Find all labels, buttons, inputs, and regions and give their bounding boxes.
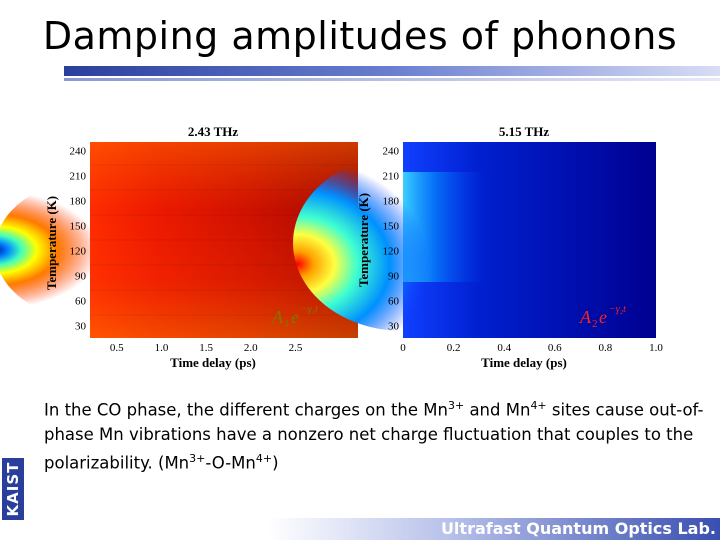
left-x-tick-label: 2.0 [244,342,258,354]
left-x-tick-label: 1.0 [155,342,169,354]
left-x-tick-label: 1.5 [199,342,213,354]
left-formula-annotation: A 1 e −γ₁t [271,304,318,330]
left-y-tick-label: 150 [70,220,87,232]
right-x-axis-label: Time delay (ps) [481,355,567,370]
footer-lab-name: Ultrafast Quantum Optics Lab. [440,519,716,538]
svg-text:A: A [271,307,284,327]
left-x-tick-label: 0.5 [110,342,124,354]
left-y-tick-label: 180 [70,195,87,207]
right-x-tick-label: 0.8 [599,342,613,354]
svg-text:1: 1 [284,318,290,330]
left-y-tick-label: 240 [70,145,87,157]
right-chart-title: 5.15 THz [499,124,550,139]
right-y-tick-label: 30 [388,320,400,332]
left-x-axis-label: Time delay (ps) [170,355,256,370]
right-y-tick-label: 240 [383,145,400,157]
svg-text:−γ₂t: −γ₂t [609,304,626,315]
left-y-axis-label: Temperature (K) [44,196,59,290]
svg-text:−γ₁t: −γ₁t [301,304,318,315]
left-y-tick-label: 90 [75,270,87,282]
svg-text:e: e [599,307,607,327]
right-x-tick-label: 0 [400,342,406,354]
right-y-tick-label: 180 [383,195,400,207]
title-underline [64,66,720,76]
right-y-tick-label: 210 [383,170,400,182]
svg-text:2: 2 [592,318,598,330]
left-y-tick-label: 210 [70,170,87,182]
left-y-tick-label: 60 [75,295,87,307]
svg-text:A: A [579,307,592,327]
right-y-tick-label: 60 [388,295,400,307]
kaist-logo: KAIST [2,458,24,520]
right-formula-annotation: A 2 e −γ₂t [579,304,626,330]
right-x-tick-label: 0.2 [447,342,461,354]
svg-text:e: e [291,307,299,327]
heatmap-right: 5.15 THz 30 60 90 120 150 180 210 240 0 0.2 0.4 0.… [293,124,663,370]
right-y-axis-label: Temperature (K) [356,193,371,287]
footer-bar [268,518,720,540]
right-x-tick-label: 1.0 [649,342,663,354]
slide-title: Damping amplitudes of phonons [42,14,678,58]
right-y-tick-label: 150 [383,220,400,232]
right-y-tick-label: 120 [383,245,400,257]
right-y-tick-label: 90 [388,270,400,282]
caption-text: In the CO phase, the different charges o… [44,399,704,472]
left-x-tick-label: 2.5 [289,342,303,354]
left-chart-title: 2.43 THz [188,124,239,139]
left-y-tick-label: 120 [70,245,87,257]
left-y-tick-label: 30 [75,320,87,332]
right-x-tick-label: 0.6 [548,342,562,354]
right-x-tick-label: 0.4 [497,342,511,354]
heatmap-left: 2.43 THz 30 60 90 120 150 180 210 240 0.5 1.0 1.5… [0,124,358,370]
title-underline-thin [64,78,720,81]
